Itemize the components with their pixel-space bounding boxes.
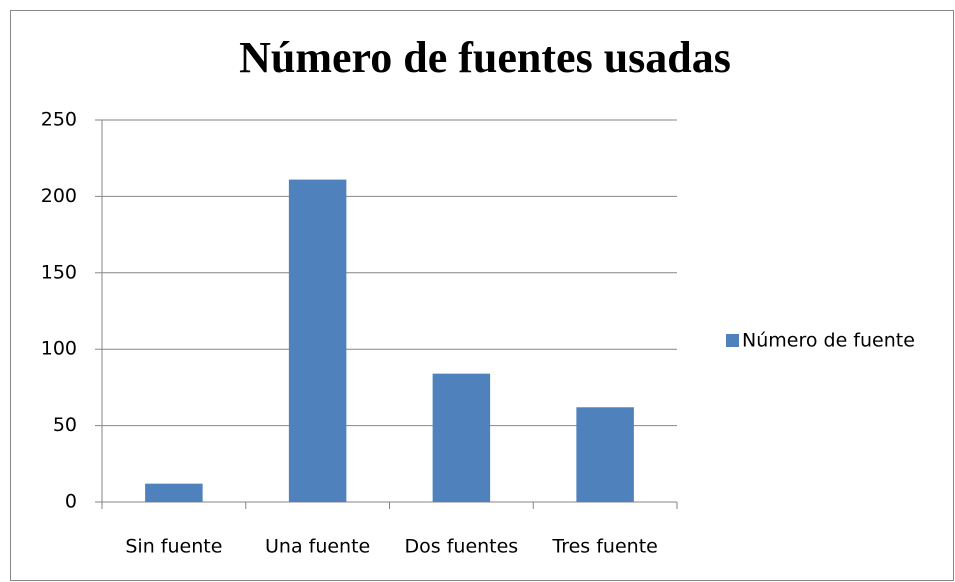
bar	[288, 179, 347, 503]
y-tick-label: 0	[65, 491, 77, 513]
y-tick-label: 50	[53, 414, 77, 436]
y-tick-label: 250	[41, 109, 77, 131]
legend-label: Número de fuente	[742, 330, 915, 352]
bar	[576, 407, 634, 502]
bar	[432, 373, 491, 502]
chart-title: Número de fuentes usadas	[239, 33, 731, 82]
x-tick-label: Sin fuente	[125, 536, 222, 558]
x-tick-label: Tres fuente	[551, 536, 657, 558]
legend-swatch	[726, 334, 739, 347]
x-tick-label: Dos fuentes	[405, 536, 519, 558]
y-tick-label: 150	[41, 261, 77, 283]
y-tick-label: 200	[41, 185, 77, 207]
x-tick-label: Una fuente	[265, 536, 370, 558]
bar	[145, 483, 203, 502]
y-tick-label: 100	[41, 338, 77, 360]
